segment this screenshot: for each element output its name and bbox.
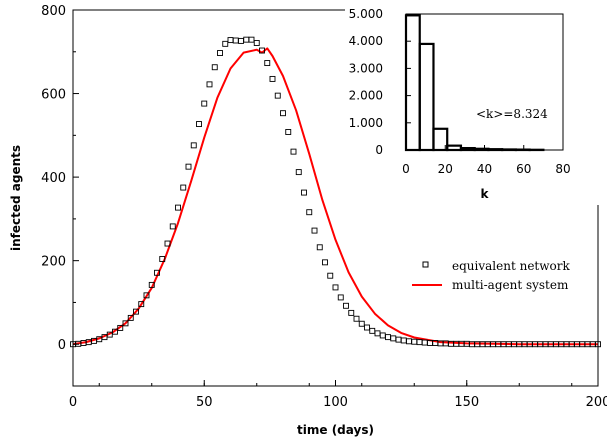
data-point-equivalent-network bbox=[316, 244, 323, 251]
data-point-equivalent-network bbox=[133, 308, 139, 315]
data-point-equivalent-network bbox=[175, 204, 181, 211]
data-point-equivalent-network bbox=[358, 320, 365, 327]
inset-background bbox=[345, 3, 605, 205]
x-tick-label: 50 bbox=[196, 395, 213, 410]
inset-mean-degree-annotation: <k>=8.324 bbox=[476, 107, 548, 121]
data-point-equivalent-network bbox=[343, 302, 349, 309]
inset-y-tick-label: 0 bbox=[375, 143, 383, 157]
data-point-equivalent-network bbox=[264, 60, 271, 67]
data-point-equivalent-network bbox=[164, 240, 171, 247]
data-point-equivalent-network bbox=[180, 184, 187, 191]
data-point-equivalent-network bbox=[322, 259, 328, 266]
data-point-equivalent-network bbox=[112, 328, 118, 335]
data-point-equivalent-network bbox=[159, 256, 166, 262]
legend: equivalent network multi-agent system bbox=[412, 259, 570, 292]
data-point-equivalent-network bbox=[274, 92, 281, 99]
inset-y-tick-label: 2.000 bbox=[349, 89, 383, 103]
data-point-equivalent-network bbox=[306, 209, 313, 216]
inset-axis-ticks: 0 20 40 60 80 0 1.000 2.000 3.000 4.000 5.000 bbox=[349, 7, 571, 176]
legend-label-equivalent-network: equivalent network bbox=[452, 259, 570, 273]
data-point-equivalent-network bbox=[138, 301, 145, 308]
data-point-equivalent-network bbox=[206, 81, 213, 88]
data-point-equivalent-network bbox=[259, 47, 265, 54]
data-point-equivalent-network bbox=[301, 189, 307, 196]
y-tick-label: 600 bbox=[41, 88, 66, 103]
legend-marker-equivalent-network bbox=[422, 261, 429, 268]
x-axis-title: time (days) bbox=[297, 423, 374, 437]
inset-x-tick-label: 80 bbox=[555, 162, 570, 176]
data-point-equivalent-network bbox=[290, 148, 297, 155]
legend-label-multi-agent-system: multi-agent system bbox=[452, 278, 569, 292]
data-point-equivalent-network bbox=[196, 121, 202, 128]
x-tick-label: 200 bbox=[586, 395, 607, 410]
data-point-equivalent-network bbox=[169, 223, 176, 230]
inset-x-tick-label: 0 bbox=[402, 162, 410, 176]
data-point-equivalent-network bbox=[269, 75, 276, 82]
y-tick-label: 400 bbox=[41, 171, 66, 186]
inset-x-axis-title: k bbox=[481, 187, 490, 201]
data-point-equivalent-network bbox=[353, 315, 360, 322]
inset-x-tick-label: 40 bbox=[477, 162, 492, 176]
data-point-equivalent-network bbox=[148, 281, 155, 288]
data-point-equivalent-network bbox=[327, 272, 334, 279]
inset-y-tick-label: 4.000 bbox=[349, 34, 383, 48]
data-point-equivalent-network bbox=[248, 36, 255, 43]
data-point-equivalent-network bbox=[185, 163, 192, 170]
y-tick-label: 200 bbox=[41, 255, 66, 270]
data-point-equivalent-network bbox=[127, 314, 134, 321]
data-point-equivalent-network bbox=[280, 110, 286, 117]
series-line-multi-agent-system bbox=[72, 47, 598, 346]
data-point-equivalent-network bbox=[154, 269, 160, 276]
data-point-equivalent-network bbox=[222, 40, 229, 47]
data-point-equivalent-network bbox=[253, 40, 260, 46]
main-series-layer bbox=[70, 36, 601, 348]
inset-x-tick-label: 60 bbox=[516, 162, 531, 176]
data-point-equivalent-network bbox=[295, 169, 302, 176]
y-axis-title: infected agents bbox=[9, 145, 23, 251]
data-point-equivalent-network bbox=[122, 320, 129, 327]
data-point-equivalent-network bbox=[211, 64, 218, 71]
inset-y-tick-label: 3.000 bbox=[349, 61, 383, 75]
data-point-equivalent-network bbox=[217, 50, 223, 56]
y-tick-label: 0 bbox=[58, 338, 66, 353]
x-tick-label: 0 bbox=[69, 395, 77, 410]
inset-histogram: 0 20 40 60 80 0 1.000 2.000 3.000 4.000 5.000 k <k… bbox=[345, 3, 605, 205]
data-point-equivalent-network bbox=[364, 324, 370, 331]
data-point-equivalent-network bbox=[332, 284, 339, 291]
data-point-equivalent-network bbox=[143, 292, 150, 299]
data-point-equivalent-network bbox=[285, 129, 292, 135]
data-point-equivalent-network bbox=[190, 142, 197, 149]
data-point-equivalent-network bbox=[117, 324, 124, 331]
x-tick-label: 150 bbox=[454, 395, 479, 410]
data-point-equivalent-network bbox=[337, 294, 344, 301]
inset-x-tick-label: 20 bbox=[438, 162, 453, 176]
x-tick-label: 100 bbox=[323, 395, 348, 410]
data-point-equivalent-network bbox=[311, 227, 318, 234]
data-point-equivalent-network bbox=[201, 100, 208, 107]
y-tick-label: 800 bbox=[41, 4, 66, 19]
inset-y-tick-label: 1.000 bbox=[349, 116, 383, 130]
inset-y-tick-label: 5.000 bbox=[349, 7, 383, 21]
data-point-equivalent-network bbox=[348, 309, 355, 316]
